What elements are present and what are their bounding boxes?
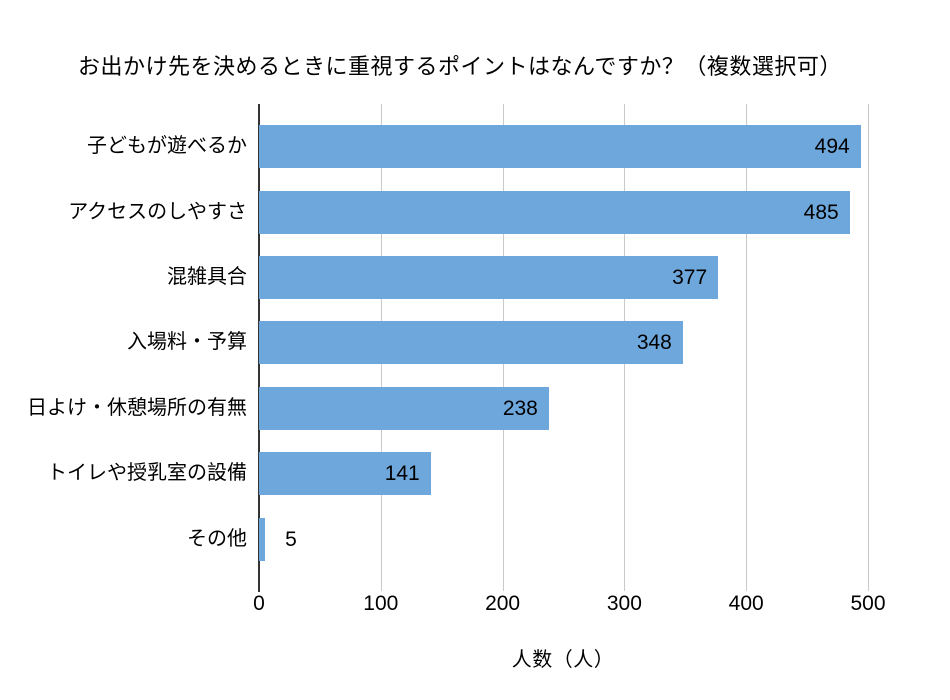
bar: 485 bbox=[259, 190, 850, 234]
category-label: 混雑具合 bbox=[167, 266, 247, 288]
bar-value-label: 141 bbox=[384, 462, 420, 486]
bar-value-label: 5 bbox=[285, 527, 297, 551]
gridline-500 bbox=[868, 104, 869, 591]
bar: 494 bbox=[259, 125, 861, 169]
category-label: アクセスのしやすさ bbox=[68, 200, 247, 223]
gridline-400 bbox=[746, 104, 748, 591]
bar-value-label: 348 bbox=[636, 331, 672, 355]
category-label: 子どもが遊べるか bbox=[87, 135, 247, 158]
bar: 238 bbox=[259, 386, 549, 430]
x-tick-label-200: 200 bbox=[485, 592, 521, 615]
plot-area: 494 485 377 348 238 141 5 bbox=[258, 104, 869, 592]
category-label: 日よけ・休憩場所の有無 bbox=[27, 396, 247, 419]
category-label: 入場料・予算 bbox=[127, 331, 247, 354]
x-tick-label-100: 100 bbox=[363, 592, 399, 615]
x-tick-label-300: 300 bbox=[606, 592, 642, 615]
x-tick-label-500: 500 bbox=[850, 592, 886, 615]
bar: 141 bbox=[259, 452, 431, 496]
bar: 5 bbox=[259, 517, 297, 561]
x-axis-title: 人数（人） bbox=[511, 649, 615, 671]
bar: 348 bbox=[259, 321, 683, 365]
category-label: その他 bbox=[187, 527, 247, 550]
bar: 377 bbox=[259, 256, 719, 299]
chart-title: お出かけ先を決めるときに重視するポイントはなんですか？（複数選択可） bbox=[78, 54, 842, 79]
x-tick-label-400: 400 bbox=[728, 592, 764, 615]
bar-value-label: 377 bbox=[672, 266, 708, 289]
bar-value-label: 494 bbox=[814, 135, 850, 159]
bar-value-label: 485 bbox=[803, 200, 839, 224]
bar-value-label: 238 bbox=[502, 396, 538, 420]
x-tick-label-0: 0 bbox=[253, 592, 265, 615]
category-label: トイレや授乳室の設備 bbox=[47, 462, 247, 485]
